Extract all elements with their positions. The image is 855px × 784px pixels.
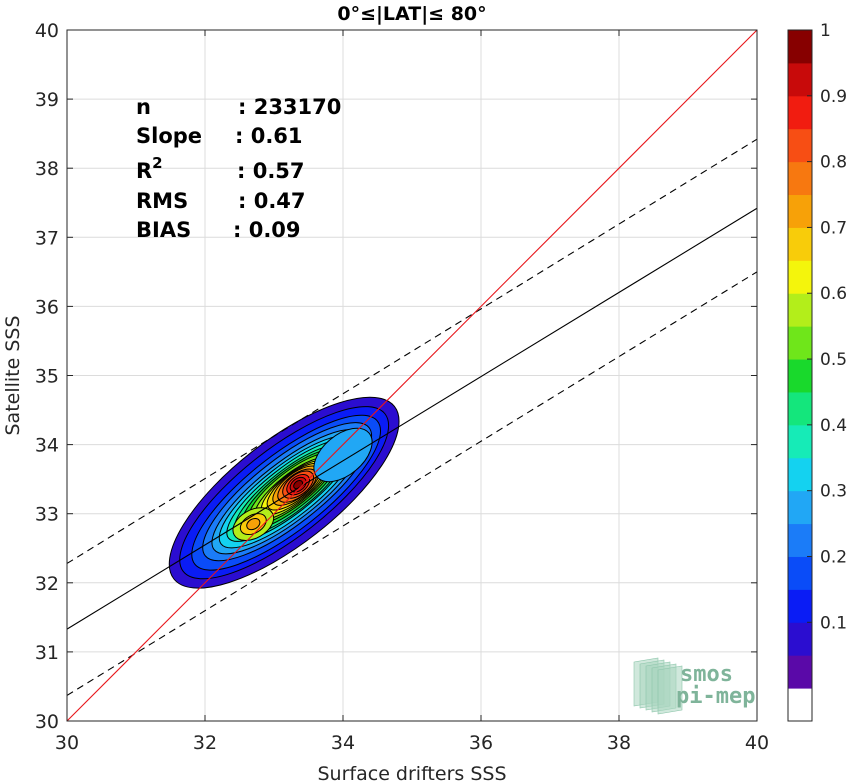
y-tick-label: 36 (35, 296, 59, 318)
colorbar-segment (788, 62, 812, 97)
stat-superscript: 2 (152, 154, 162, 172)
colorbar-segment (788, 391, 812, 426)
colorbar-segment (788, 30, 812, 64)
colorbar-tick-label: 0.7 (820, 218, 847, 238)
axis-ticks: 30 32 34 36 38 40 30 31 32 33 34 35 36 37 38 39 40 (35, 20, 769, 754)
y-tick-label: 40 (35, 20, 59, 42)
regression-line (66, 207, 758, 630)
chart-title: 0°≤|LAT|≤ 80° (337, 3, 486, 25)
density-contours (168, 396, 400, 589)
colorbar-segment (788, 556, 812, 590)
colorbar-tick-label: 0.2 (820, 547, 847, 567)
logo-text-smos: smos (680, 662, 733, 687)
x-tick-label: 36 (469, 732, 493, 754)
colorbar-segment (788, 490, 812, 525)
colorbar-segment (788, 128, 812, 163)
y-tick-label: 30 (35, 711, 59, 733)
colorbar-segment (788, 260, 812, 294)
colorbar-tick-label: 0.4 (820, 416, 847, 436)
y-tick-label: 31 (35, 642, 59, 664)
logo-wave-layer (657, 665, 683, 715)
y-tick-label: 33 (35, 504, 59, 526)
y-tick-label: 32 (35, 573, 59, 595)
x-axis-label: Surface drifters SSS (318, 763, 507, 784)
x-tick-label: 30 (55, 732, 79, 754)
colorbar-segment (788, 359, 812, 393)
colorbar-tick-label: 0.1 (820, 613, 847, 633)
reference-lines (66, 29, 758, 722)
stat-value: : 0.09 (233, 218, 301, 242)
colorbar-frame (787, 29, 813, 722)
colorbar-tick-label: 0.8 (820, 153, 847, 173)
stat-value: : 233170 (238, 95, 341, 119)
colorbar-segment (788, 424, 812, 459)
upper-bound-line (66, 138, 758, 564)
stat-label: RMS (136, 189, 188, 213)
y-tick-label: 39 (35, 89, 59, 111)
x-tick-label: 40 (745, 732, 769, 754)
colorbar-segment (788, 227, 812, 261)
colorbar-tick-label: 0.9 (820, 87, 847, 107)
colorbar-segment (788, 95, 812, 130)
colorbar: 0.1 0.2 0.3 0.4 0.5 0.6 0.7 0.8 0.9 1 (787, 21, 847, 722)
logo-text-pimep: pi-mep (676, 684, 755, 709)
stat-label: Slope (136, 124, 202, 148)
stat-value: : 0.61 (235, 124, 303, 148)
logo-wave-icon (633, 657, 683, 715)
stat-label: R2 (136, 154, 163, 183)
secondary-lobe-3 (246, 517, 261, 531)
stat-value: : 0.47 (238, 189, 306, 213)
y-tick-label: 34 (35, 435, 59, 457)
stats-block: n : 233170 Slope : 0.61 R2 : 0.57 RMS : 0.47 BIA… (136, 95, 341, 242)
colorbar-segment (788, 655, 812, 689)
x-tick-label: 32 (193, 732, 217, 754)
colorbar-tick-label: 0.5 (820, 350, 847, 370)
colorbar-tick-label: 1 (820, 21, 831, 41)
y-tick-label: 35 (35, 366, 59, 388)
colorbar-segment (788, 326, 812, 360)
y-tick-label: 37 (35, 227, 59, 249)
colorbar-tick-label: 0.6 (820, 284, 847, 304)
colorbar-segment (788, 523, 812, 557)
contour-fill (246, 517, 261, 531)
stat-value: : 0.57 (237, 159, 305, 183)
colorbar-segment (788, 688, 812, 722)
colorbar-segment (788, 194, 812, 228)
colorbar-segment (788, 589, 812, 623)
one-to-one-line (66, 29, 758, 722)
colorbar-segment (788, 622, 812, 656)
colorbar-tick-label: 0.3 (820, 482, 847, 502)
y-tick-label: 38 (35, 158, 59, 180)
x-tick-label: 34 (331, 732, 355, 754)
y-axis-label: Satellite SSS (2, 315, 24, 435)
colorbar-segment (788, 293, 812, 327)
stat-label: BIAS (136, 218, 191, 242)
x-tick-label: 38 (607, 732, 631, 754)
colorbar-segment (788, 457, 812, 492)
stat-label: n (136, 95, 151, 119)
lower-bound-line (66, 271, 758, 696)
colorbar-segment (788, 161, 812, 196)
